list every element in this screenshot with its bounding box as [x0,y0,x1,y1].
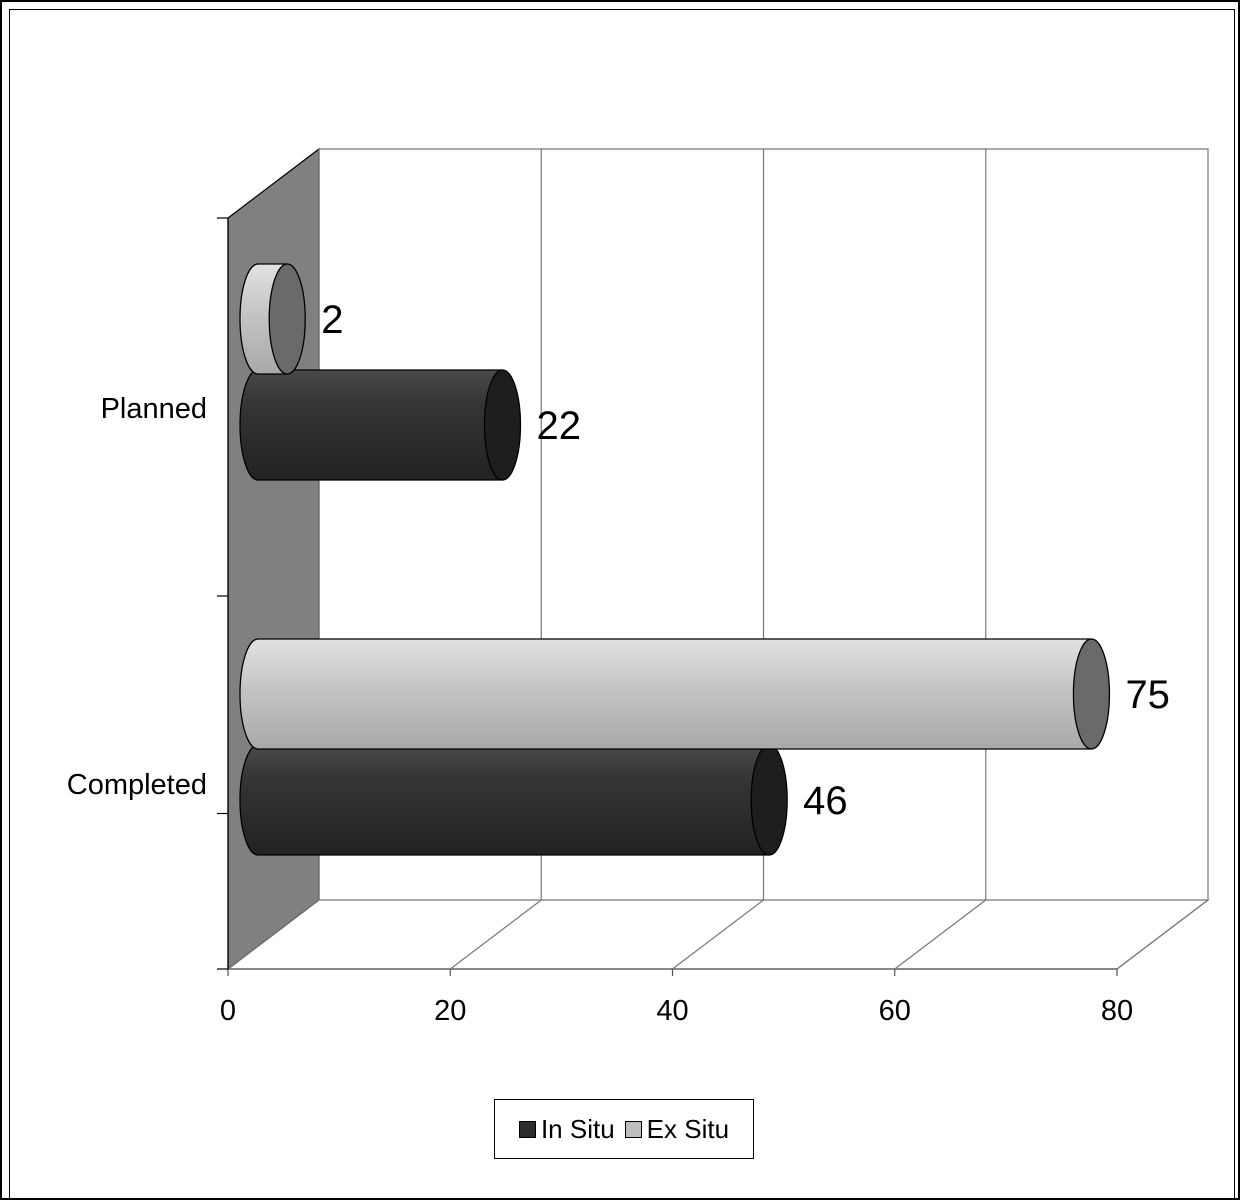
data-label-in-situ-completed: 46 [803,779,848,823]
x-tick-label-60: 60 [879,995,911,1027]
gridline-floor-20 [449,899,542,970]
x-tick-label-20: 20 [434,995,466,1027]
gridline-floor-60 [894,899,987,970]
gridline-floor-40 [672,899,764,970]
x-axis-ticks [217,217,1118,976]
legend-item-ex-situ: Ex Situ [624,1113,730,1145]
bar-in-situ-completed [239,744,788,856]
legend-swatch-in-situ [518,1120,536,1138]
data-label-ex-situ-planned: 2 [321,298,343,342]
category-label-planned: Planned [101,393,207,425]
data-label-in-situ-planned: 22 [536,404,581,448]
data-label-ex-situ-completed: 75 [1125,673,1170,717]
bar-in-situ-planned [239,369,522,481]
bar-ex-situ-completed [239,638,1111,750]
x-tick-label-0: 0 [220,995,236,1027]
chart-frame-inner [9,9,1235,1199]
x-tick-label-80: 80 [1101,995,1133,1027]
category-label-completed: Completed [67,769,207,801]
gridline-floor-80 [1116,899,1209,970]
labels: 0 20 40 60 80 Planned Completed 22 46 2 75 [67,298,1170,1027]
x-tick-label-40: 40 [656,995,688,1027]
legend-swatch-ex-situ [624,1120,642,1138]
bar-ex-situ-planned [239,263,306,375]
legend-item-in-situ: In Situ [518,1113,615,1145]
legend: In Situ Ex Situ [494,1099,754,1159]
bars [239,263,1111,856]
legend-label-in-situ: In Situ [540,1113,615,1144]
legend-label-ex-situ: Ex Situ [646,1113,730,1144]
